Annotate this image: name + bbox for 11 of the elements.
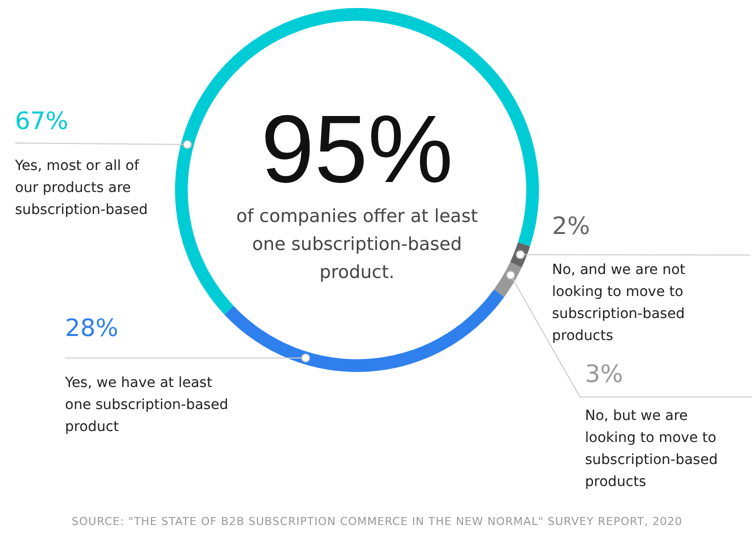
data-label: 28% (65, 314, 118, 342)
data-label: 3% (585, 360, 624, 388)
data-label: 2% (552, 212, 590, 240)
data-label: 67% (15, 107, 68, 135)
source-note: SOURCE: "THE STATE OF B2B SUBSCRIPTION COMMERCE IN THE NEW NORMAL" SURVEY REPORT, 2020 (70, 515, 684, 528)
slice-label: No, and we are not looking to move to subscription-based products (552, 261, 686, 346)
slice-label: Yes, most or all of our products are subscription-based (15, 157, 149, 220)
text: 95% (260, 96, 454, 203)
text: of companies offer at least one subscription-based product. (235, 205, 479, 285)
slice-label: No, but we are looking to move to subscription-based products (585, 407, 719, 492)
slice-label: Yes, we have at least one subscription-based product (65, 374, 230, 437)
